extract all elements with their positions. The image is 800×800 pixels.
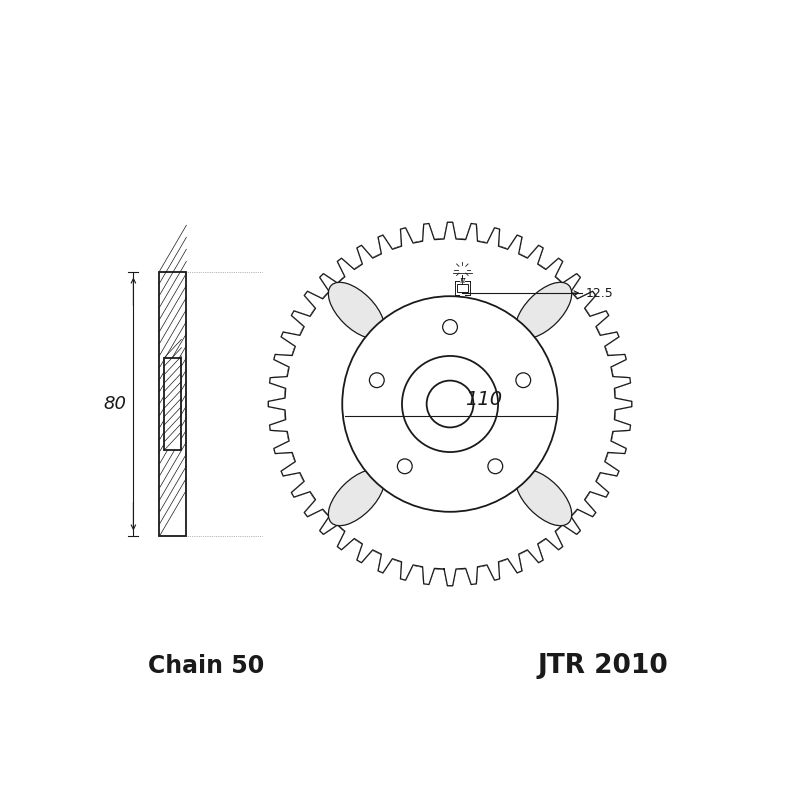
Circle shape: [426, 381, 474, 427]
Ellipse shape: [328, 282, 385, 338]
Bar: [164, 358, 182, 450]
Circle shape: [442, 320, 458, 334]
Circle shape: [488, 459, 502, 474]
Text: Chain 50: Chain 50: [148, 654, 265, 678]
Circle shape: [516, 373, 530, 387]
Ellipse shape: [328, 470, 385, 526]
Polygon shape: [268, 222, 632, 586]
Circle shape: [402, 356, 498, 452]
Text: 80: 80: [103, 395, 126, 413]
Circle shape: [398, 459, 412, 474]
Text: JTR 2010: JTR 2010: [538, 653, 669, 678]
Text: 12.5: 12.5: [586, 286, 614, 300]
Text: $\pi$: $\pi$: [458, 276, 466, 286]
Ellipse shape: [516, 470, 572, 526]
Ellipse shape: [516, 282, 572, 338]
Bar: [159, 271, 186, 537]
Circle shape: [342, 296, 558, 512]
FancyBboxPatch shape: [457, 285, 468, 292]
Polygon shape: [268, 222, 632, 586]
Circle shape: [285, 239, 615, 569]
Text: 110: 110: [466, 390, 502, 409]
Circle shape: [370, 373, 384, 387]
